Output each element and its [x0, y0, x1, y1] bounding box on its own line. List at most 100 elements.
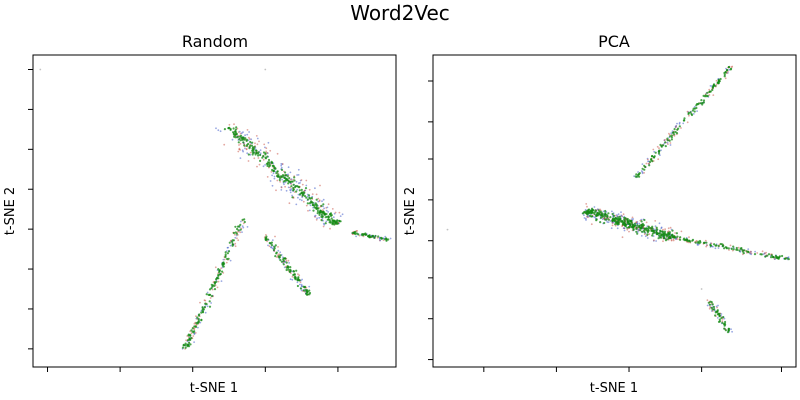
scatter-point	[623, 224, 627, 227]
scatter-point	[658, 147, 660, 150]
scatter-point	[616, 227, 619, 230]
scatter-point	[623, 227, 626, 230]
scatter-point	[286, 179, 289, 182]
scatter-point	[683, 117, 686, 120]
scatter-point	[238, 144, 240, 146]
panel-pca-frame	[432, 54, 797, 368]
scatter-point	[699, 102, 703, 105]
scatter-point	[667, 227, 670, 230]
scatter-point	[705, 245, 708, 248]
scatter-point	[272, 172, 275, 175]
scatter-point	[628, 230, 630, 233]
scatter-point	[708, 303, 712, 306]
scatter-point	[324, 222, 327, 225]
scatter-point	[614, 216, 618, 220]
scatter-point	[325, 212, 328, 216]
scatter-point	[706, 94, 709, 97]
scatter-point	[647, 160, 649, 163]
scatter-point	[280, 186, 283, 188]
scatter-point	[254, 142, 256, 145]
scatter-point	[257, 157, 260, 159]
scatter-point	[609, 216, 612, 219]
scatter-point	[217, 280, 220, 283]
scatter-point	[297, 196, 299, 199]
scatter-point	[265, 147, 268, 150]
scatter-point	[210, 283, 213, 286]
scatter-point	[237, 229, 240, 232]
scatter-point	[603, 215, 606, 218]
scatter-point	[264, 238, 267, 241]
scatter-point	[295, 180, 298, 183]
scatter-point	[301, 183, 304, 186]
scatter-point	[629, 220, 633, 223]
scatter-point	[675, 132, 679, 135]
scatter-point	[250, 144, 253, 147]
scatter-point	[308, 285, 311, 288]
scatter-point	[651, 234, 654, 237]
scatter-point	[599, 221, 602, 224]
scatter-point	[747, 248, 750, 251]
scatter-point	[653, 150, 656, 153]
scatter-point	[317, 207, 320, 210]
scatter-point	[296, 174, 298, 176]
scatter-point	[716, 309, 719, 312]
scatter-point	[723, 73, 726, 76]
scatter-point	[228, 241, 231, 244]
scatter-point	[607, 212, 610, 215]
scatter-point	[662, 240, 664, 243]
scatter-point	[220, 280, 223, 282]
scatter-point	[585, 219, 587, 221]
scatter-point	[604, 209, 607, 213]
scatter-point	[303, 195, 307, 198]
scatter-point	[583, 210, 586, 213]
scatter-point	[696, 244, 699, 246]
scatter-point	[312, 209, 315, 212]
scatter-point	[704, 239, 707, 242]
scatter-point	[641, 171, 644, 174]
scatter-point	[378, 239, 381, 242]
scatter-point	[281, 163, 284, 166]
scatter-point	[264, 152, 267, 155]
scatter-point	[741, 250, 744, 253]
scatter-point	[186, 339, 190, 342]
scatter-point	[289, 278, 292, 281]
scatter-point	[326, 206, 329, 209]
scatter-point	[186, 344, 189, 347]
scatter-point	[714, 84, 717, 87]
scatter-point	[251, 153, 254, 156]
scatter-point	[227, 257, 230, 260]
scatter-point	[317, 197, 320, 200]
scatter-point	[234, 128, 237, 131]
scatter-point	[288, 177, 291, 180]
scatter-point	[205, 293, 208, 296]
scatter-point	[384, 235, 387, 238]
scatter-point	[197, 326, 199, 329]
scatter-point	[651, 225, 654, 228]
scatter-point	[764, 255, 767, 258]
scatter-point	[598, 212, 601, 215]
scatter-point	[711, 86, 714, 89]
scatter-point	[333, 219, 336, 222]
scatter-point	[331, 208, 334, 210]
scatter-point	[283, 179, 287, 182]
scatter-point	[611, 210, 613, 213]
scatter-point	[670, 136, 674, 139]
scatter-point	[258, 140, 260, 143]
scatter-point	[234, 242, 237, 245]
scatter-point	[662, 144, 665, 147]
scatter-point	[643, 164, 646, 167]
scatter-point	[249, 140, 252, 144]
scatter-point	[684, 238, 687, 242]
scatter-point	[322, 198, 325, 201]
scatter-point	[237, 131, 240, 134]
panel-pca: PCA t-SNE 1 t-SNE 2	[403, 32, 797, 396]
scatter-point	[660, 226, 663, 229]
scatter-point	[291, 278, 294, 281]
scatter-point	[323, 212, 326, 215]
scatter-point	[587, 216, 589, 219]
scatter-point	[363, 233, 366, 236]
scatter-point	[223, 262, 226, 265]
scatter-point	[239, 157, 242, 160]
scatter-point	[626, 220, 629, 223]
scatter-point	[274, 244, 277, 247]
